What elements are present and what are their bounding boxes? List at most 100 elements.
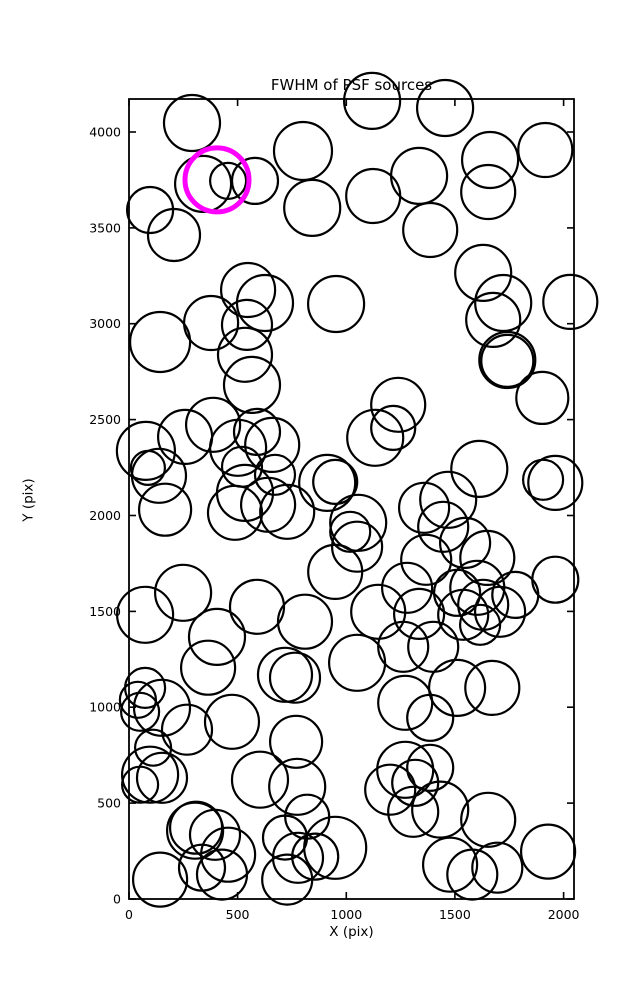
psf-circle [303,815,368,880]
psf-circle [474,273,533,333]
psf-circle [261,853,314,906]
psf-circle [203,693,261,750]
psf-circle [216,326,274,383]
psf-circle [343,71,402,131]
psf-circle [230,750,290,809]
x-tick-label: 2000 [548,907,580,922]
psf-circle [460,163,517,221]
psf-circle [416,78,475,138]
psf-circle [411,780,470,839]
psf-circle [187,607,247,667]
psf-circle [437,588,490,641]
psf-circle [459,529,516,587]
x-axis-label: X (pix) [329,924,374,940]
psf-circle [232,407,282,456]
psf-circle [515,370,570,425]
psf-circle [154,563,213,622]
y-tick-label: 500 [97,796,121,811]
psf-circle [222,355,282,414]
psf-circle [268,757,327,816]
psf-circle [364,763,417,816]
x-tick-label: 1500 [439,907,471,922]
psf-circle [406,693,455,742]
psf-circle [480,333,535,388]
y-tick-label: 0 [113,892,121,907]
psf-circle [454,243,513,302]
psf-circle [307,274,366,334]
y-tick-label: 2000 [89,508,121,523]
psf-circle [328,633,387,692]
psf-circle [450,439,509,498]
y-axis-label: Y (pix) [20,478,37,522]
psf-circle [422,836,479,893]
psf-circle [398,481,451,534]
psf-circle [121,765,160,804]
psf-circle [402,201,459,259]
psf-circle [346,408,405,467]
psf-circle [521,458,565,501]
psf-circle [283,178,342,237]
psf-circle [160,703,214,756]
psf-circle [527,454,584,511]
psf-circle [439,516,492,570]
psf-circle [393,587,446,641]
psf-circle [259,483,316,540]
psf-circle [390,146,449,205]
psf-circle [124,666,167,710]
psf-circle [519,823,577,880]
psf-circle [331,520,384,573]
psf-circle [121,745,180,804]
psf-circle [115,420,176,481]
psf-circle [180,639,237,696]
psf-circle [531,555,580,604]
psf-circle [129,310,192,374]
psf-circle [146,207,202,263]
psf-circle [200,826,257,883]
psf-circle [183,294,240,352]
psf-circle [298,453,357,512]
y-tick-label: 2500 [89,412,121,427]
psf-circle [381,561,434,614]
psf-circle [428,658,487,718]
psf-circle [400,533,453,586]
psf-circle [206,484,264,541]
psf-circle [188,808,242,861]
y-tick-label: 4000 [89,125,121,140]
psf-circle [370,376,427,433]
psf-circle [471,841,524,894]
psf-circle [417,500,470,553]
psf-circle [230,156,280,205]
psf-circle [465,291,522,348]
psf-circle [370,404,417,451]
psf-circle [276,593,334,650]
psf-circle [312,458,359,505]
psf-circle [387,785,440,838]
psf-circle [464,659,521,717]
psf-circle [329,510,372,553]
psf-circle [220,298,274,351]
psf-circle [228,578,286,635]
psf-circle [269,714,324,769]
psf-circle [391,758,440,807]
x-tick-label: 500 [226,907,250,922]
psf-circle [478,330,537,390]
y-tick-label: 1500 [89,604,121,619]
x-tick-label: 1000 [330,907,362,922]
y-tick-label: 3500 [89,220,121,235]
psf-circle [135,751,189,804]
psf-circle [162,93,222,153]
psf-circle [459,603,502,646]
y-tick-label: 1000 [89,700,121,715]
chart-title: FWHM of PSF sources [270,76,433,94]
psf-circle [474,585,527,638]
psf-circle [461,130,520,190]
y-tick-label: 3000 [89,316,121,331]
psf-circle [253,453,297,496]
psf-circle [261,814,309,861]
psf-circle [209,161,248,200]
psf-circle [517,121,574,179]
psf-circle [244,416,301,473]
psf-circle [272,120,334,182]
